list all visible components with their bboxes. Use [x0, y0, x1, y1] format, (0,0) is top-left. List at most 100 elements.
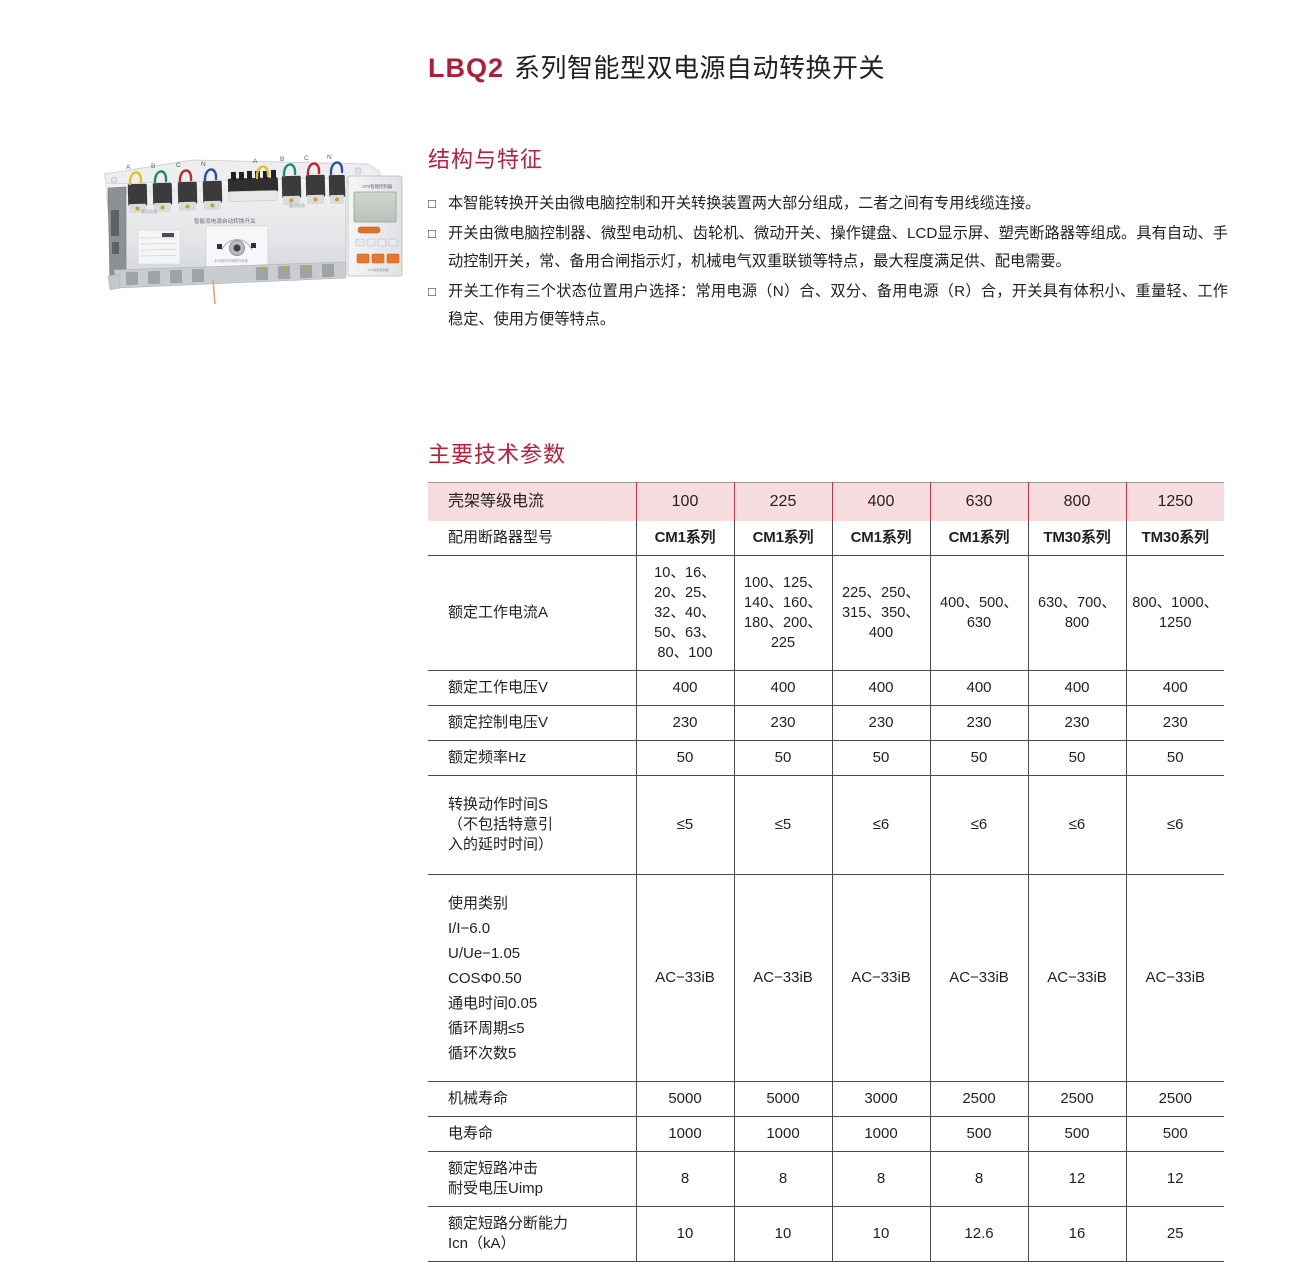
svg-text:ATS智能控制器: ATS智能控制器 — [368, 267, 389, 272]
row-value: CM1系列 — [734, 521, 832, 556]
svg-text:ATS智能控制器: ATS智能控制器 — [362, 183, 393, 190]
row-value: 100、125、140、160、180、200、225 — [734, 556, 832, 671]
row-value: 10 — [832, 1207, 930, 1262]
row-value: 1000 — [636, 1117, 734, 1152]
table-row: 额定工作电流A 10、16、20、25、32、40、50、63、80、100 1… — [428, 556, 1224, 671]
table-row: 机械寿命 5000 5000 3000 2500 2500 2500 — [428, 1082, 1224, 1117]
row-value: 2500 — [1126, 1082, 1224, 1117]
square-bullet-icon: □ — [428, 190, 445, 219]
row-value: 3000 — [832, 1082, 930, 1117]
row-value: 5000 — [734, 1082, 832, 1117]
row-value: 10 — [636, 1207, 734, 1262]
table-header-cell: 630 — [930, 483, 1028, 522]
row-value: ≤5 — [734, 776, 832, 875]
list-item: □ 开关由微电脑控制器、微型电动机、齿轮机、微动开关、操作键盘、LCD显示屏、塑… — [428, 220, 1228, 277]
row-value: 500 — [930, 1117, 1028, 1152]
section-heading-parameters: 主要技术参数 — [428, 437, 566, 469]
spec-table-body: 壳架等级电流 100 225 400 630 800 1250 配用断路器型号 … — [428, 483, 1224, 1262]
svg-text:A: A — [126, 164, 131, 171]
row-value: 230 — [1028, 706, 1126, 741]
row-label: 额定工作电流A — [428, 556, 636, 671]
table-row: 额定控制电压V 230 230 230 230 230 230 — [428, 706, 1224, 741]
row-value: AC−33iB — [832, 875, 930, 1082]
row-value: 10 — [734, 1207, 832, 1262]
list-item: □ 本智能转换开关由微电脑控制和开关转换装置两大部分组成，二者之间有专用线缆连接… — [428, 190, 1228, 219]
table-row: 电寿命 1000 1000 1000 500 500 500 — [428, 1117, 1224, 1152]
table-row: 额定短路冲击耐受电压Uimp 8 8 8 8 12 12 — [428, 1152, 1224, 1207]
row-label: 额定短路冲击耐受电压Uimp — [428, 1152, 636, 1207]
product-illustration: A B C N — [96, 138, 412, 308]
row-value: 12 — [1028, 1152, 1126, 1207]
row-value: 400 — [734, 671, 832, 706]
row-value: 25 — [1126, 1207, 1224, 1262]
row-value: 8 — [636, 1152, 734, 1207]
terminal-group-right — [282, 175, 346, 205]
row-value: 400 — [1126, 671, 1224, 706]
row-value: AC−33iB — [1028, 875, 1126, 1082]
row-value: 5000 — [636, 1082, 734, 1117]
table-row: 额定频率Hz 50 50 50 50 50 50 — [428, 741, 1224, 776]
row-value: 50 — [1126, 741, 1224, 776]
table-row: 配用断路器型号 CM1系列 CM1系列 CM1系列 CM1系列 TM30系列 T… — [428, 521, 1224, 556]
row-value: 50 — [734, 741, 832, 776]
table-header-cell: 800 — [1028, 483, 1126, 522]
row-value: 2500 — [930, 1082, 1028, 1117]
svg-text:常用电源: 常用电源 — [141, 208, 157, 214]
row-value: AC−33iB — [1126, 875, 1224, 1082]
table-header-cell: 100 — [636, 483, 734, 522]
table-header-row: 壳架等级电流 100 225 400 630 800 1250 — [428, 483, 1224, 522]
row-value: 8 — [832, 1152, 930, 1207]
list-item-text: 开关工作有三个状态位置用户选择：常用电源（N）合、双分、备用电源（R）合，开关具… — [448, 278, 1228, 335]
row-value: 50 — [636, 741, 734, 776]
row-value: 400 — [1028, 671, 1126, 706]
row-value: 50 — [1028, 741, 1126, 776]
product-title-rest: 系列智能型双电源自动转换开关 — [514, 53, 885, 83]
row-value: CM1系列 — [930, 521, 1028, 556]
row-value: ≤6 — [1028, 776, 1126, 875]
row-value: ≤6 — [832, 776, 930, 875]
row-value: 400 — [930, 671, 1028, 706]
row-label: 额定频率Hz — [428, 741, 636, 776]
row-label: 电寿命 — [428, 1117, 636, 1152]
row-label: 配用断路器型号 — [428, 521, 636, 556]
row-value: 230 — [636, 706, 734, 741]
row-value: AC−33iB — [636, 875, 734, 1082]
row-value: 50 — [930, 741, 1028, 776]
controller-panel: ATS智能控制器 ATS智能控制器 — [348, 176, 402, 276]
row-value: 1000 — [734, 1117, 832, 1152]
svg-text:C: C — [304, 155, 309, 162]
table-header-cell: 1250 — [1126, 483, 1224, 522]
row-value: 50 — [832, 741, 930, 776]
svg-text:手动操作时请断开电源: 手动操作时请断开电源 — [214, 258, 249, 263]
row-value: 16 — [1028, 1207, 1126, 1262]
list-item: □ 开关工作有三个状态位置用户选择：常用电源（N）合、双分、备用电源（R）合，开… — [428, 278, 1228, 335]
svg-text:B: B — [280, 156, 284, 163]
svg-text:B: B — [151, 163, 155, 170]
svg-text:智能双电源自动转换开关: 智能双电源自动转换开关 — [194, 217, 256, 225]
row-value: 230 — [1126, 706, 1224, 741]
feature-list: □ 本智能转换开关由微电脑控制和开关转换装置两大部分组成，二者之间有专用线缆连接… — [428, 190, 1228, 336]
spec-table-wrapper: 壳架等级电流 100 225 400 630 800 1250 配用断路器型号 … — [428, 482, 1224, 1262]
table-header-label: 壳架等级电流 — [428, 483, 636, 522]
svg-text:备用电源: 备用电源 — [289, 202, 305, 208]
row-value: ≤5 — [636, 776, 734, 875]
row-value: 2500 — [1028, 1082, 1126, 1117]
row-value: 225、250、315、350、400 — [832, 556, 930, 671]
row-value: 500 — [1126, 1117, 1224, 1152]
row-value: ≤6 — [930, 776, 1028, 875]
svg-text:C: C — [176, 162, 181, 169]
row-value: 400 — [636, 671, 734, 706]
section-heading-structure: 结构与特征 — [428, 142, 543, 174]
row-value: ≤6 — [1126, 776, 1224, 875]
row-value: TM30系列 — [1126, 521, 1224, 556]
row-value: CM1系列 — [636, 521, 734, 556]
svg-text:N: N — [327, 154, 332, 161]
row-value: 400、500、630 — [930, 556, 1028, 671]
row-value: AC−33iB — [930, 875, 1028, 1082]
